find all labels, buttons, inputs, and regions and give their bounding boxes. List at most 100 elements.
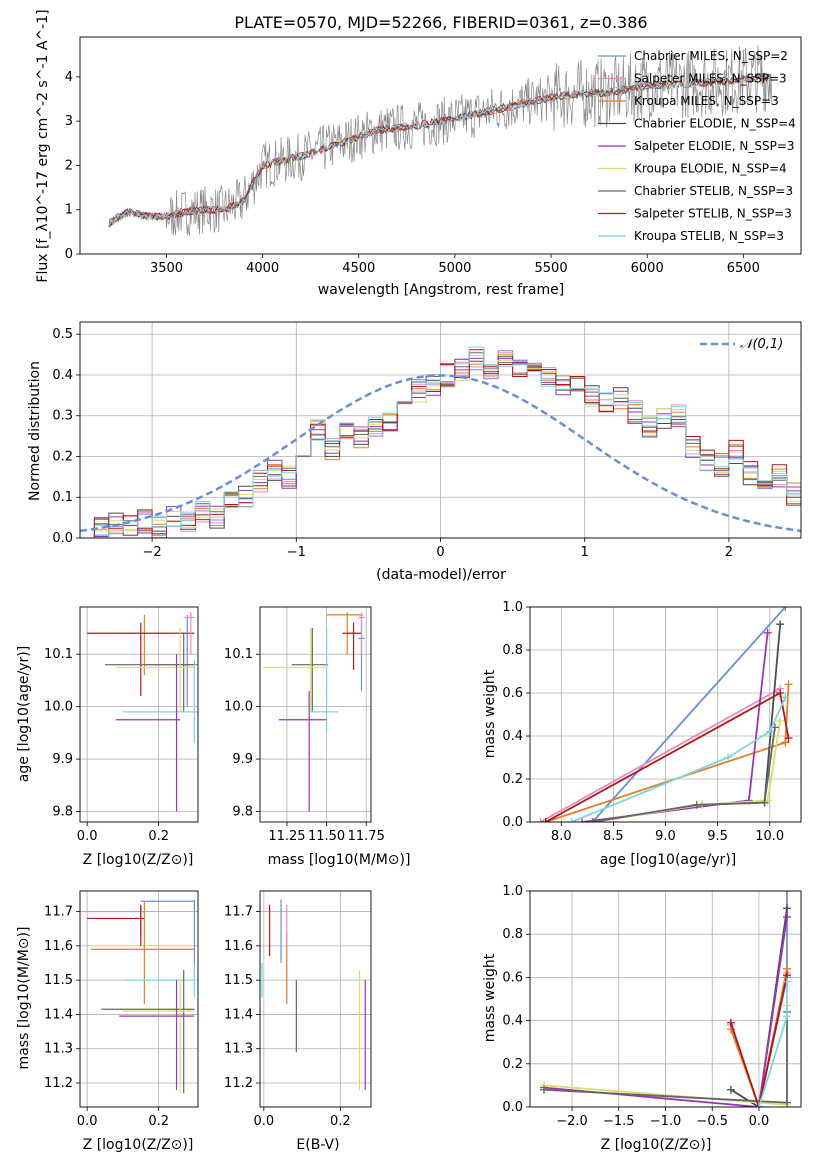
mw-z-ylabel: mass weight [482, 953, 498, 1042]
age-z-frame [79, 606, 199, 823]
mass-weight-vs-age-panel: 8.0 8.5 9.0 9.5 10.0 0.0 0.2 0.4 0.6 0.8 1.0 age [… [482, 600, 802, 868]
spectrum-xtick-label-1: 4000 [246, 261, 279, 276]
age-mass-xtick-label-2: 11.75 [348, 829, 385, 844]
mw-z-marker-6-1 [782, 1098, 791, 1107]
mass-z-xtick-label-1: 0.2 [148, 1114, 169, 1129]
age-z-ytick-label-3: 10.1 [44, 647, 73, 662]
spectrum-model-line-8 [108, 72, 772, 228]
mw-z-marker-8-0 [754, 1103, 763, 1107]
spectrum-xtick-label-3: 5000 [438, 261, 471, 276]
mw-z-xtick-label-4: 0.0 [749, 1114, 770, 1129]
spectrum-frame [79, 36, 802, 255]
mw-age-line-8 [571, 696, 787, 822]
histogram-ytick-label-3: 0.3 [52, 409, 73, 424]
mw-age-ytick-label-4: 0.8 [502, 643, 523, 658]
mw-age-marker-8-3 [781, 693, 790, 702]
mw-z-marker-3-0 [726, 1085, 735, 1094]
mw-age-marker-7-2 [784, 734, 793, 743]
spectrum-panel: PLATE=0570, MJD=52266, FIBERID=0361, z=0… [35, 9, 802, 298]
mw-z-xlabel: Z [log10(Z/Z⊙)] [601, 1137, 712, 1153]
histogram-ytick-label-0: 0.0 [52, 531, 73, 546]
histogram-ytick-label-1: 0.1 [52, 490, 73, 505]
normal-legend-label: 𝒩(0,1) [740, 337, 783, 352]
histogram-ytick-label-2: 0.2 [52, 449, 73, 464]
spectrum-model-line-7 [108, 72, 772, 228]
age-mass-ytick-label-2: 10.0 [224, 700, 253, 715]
mw-z-frame [529, 890, 802, 1108]
spectrum-plot-area: 3500 4000 4500 5000 5500 6000 6500 0 1 2 3 4 [65, 36, 802, 276]
residual-histogram-plot-area: −2 −1 0 1 2 0.0 0.1 0.2 0.3 0.4 0.5 [52, 321, 802, 560]
spectrum-legend: Chabrier MILES, N_SSP=2 Salpeter MILES, N… [598, 49, 796, 243]
mw-age-marker-6-2 [760, 798, 769, 807]
mass-ebv-ytick-label-1: 11.3 [224, 1042, 253, 1057]
mw-age-ytick-label-1: 0.2 [502, 772, 523, 787]
mass-vs-ebv-panel: 0.0 0.2 11.2 11.3 11.4 11.5 11.6 11.7 E(B-V) [224, 890, 372, 1153]
mw-age-marker-8-1 [724, 753, 733, 762]
histogram-xtick-label-2: 0 [436, 545, 444, 560]
mw-age-marker-4-2 [763, 628, 772, 637]
spectrum-ytick-label-0: 0 [65, 247, 73, 262]
age-z-xlabel: Z [log10(Z/Z⊙)] [83, 852, 194, 868]
age-vs-mass-panel: 11.25 11.50 11.75 9.8 9.9 10.0 10.1 mass [log1… [224, 606, 411, 868]
spectrum-legend-label-3: Chabrier ELODIE, N_SSP=4 [634, 117, 796, 131]
mw-z-ytick-label-4: 0.8 [502, 927, 523, 942]
age-mass-xtick-label-1: 11.50 [308, 829, 345, 844]
mass-ebv-xlabel: E(B-V) [296, 1137, 339, 1153]
mass-weight-vs-age-plot-area: 8.0 8.5 9.0 9.5 10.0 0.0 0.2 0.4 0.6 0.8 1.0 [502, 600, 802, 844]
spectrum-ylabel: Flux [f_λ10^-17 erg cm^-2 s^-1 A^-1] [35, 9, 51, 282]
age-z-ytick-label-1: 9.9 [52, 752, 73, 767]
mass-vs-ebv-plot-area: 0.0 0.2 11.2 11.3 11.4 11.5 11.6 11.7 [224, 890, 372, 1129]
spectrum-xtick-label-6: 6500 [727, 261, 760, 276]
mw-z-xtick-label-3: −0.5 [696, 1114, 728, 1129]
mw-age-marker-2-3 [781, 738, 790, 747]
mw-age-marker-8-0 [567, 818, 576, 822]
mw-z-marker-8-1 [782, 1012, 791, 1021]
mass-ebv-ytick-label-4: 11.6 [224, 939, 253, 954]
mw-age-xtick-label-1: 8.5 [603, 829, 624, 844]
mw-z-ytick-label-5: 1.0 [502, 884, 523, 899]
mw-z-ytick-label-2: 0.4 [502, 1014, 523, 1029]
mw-z-marker-3-2 [782, 904, 791, 913]
age-vs-metallicity-plot-area: 0.0 0.2 9.8 9.9 10.0 10.1 [44, 606, 199, 844]
spectrum-ytick-label-3: 3 [65, 114, 73, 129]
spectrum-title: PLATE=0570, MJD=52266, FIBERID=0361, z=0… [234, 13, 647, 32]
mass-z-xlabel: Z [log10(Z/Z⊙)] [83, 1137, 194, 1153]
mw-age-marker-7-0 [541, 818, 550, 822]
age-z-ylabel: age [log10(age/yr)] [16, 646, 32, 782]
histogram-xtick-label-1: −1 [287, 545, 306, 560]
histogram-ylabel: Normed distribution [27, 361, 43, 501]
mass-weight-vs-metallicity-plot-area: −2.0 −1.5 −1.0 −0.5 0.0 0.0 0.2 0.4 0.6 0.8 1.0 [502, 884, 802, 1129]
mass-ebv-ytick-label-0: 11.2 [224, 1076, 253, 1091]
mw-age-line-1 [539, 687, 781, 822]
age-mass-xtick-label-0: 11.25 [268, 829, 305, 844]
mw-z-xtick-label-2: −1.0 [650, 1114, 682, 1129]
spectrum-xlabel: wavelength [Angstrom, rest frame] [318, 282, 564, 298]
mw-age-ytick-label-2: 0.4 [502, 729, 523, 744]
spectrum-legend-label-6: Chabrier STELIB, N_SSP=3 [634, 184, 793, 198]
mw-age-marker-5-3 [776, 716, 785, 725]
histogram-xtick-label-0: −2 [143, 545, 162, 560]
mass-z-ytick-label-3: 11.5 [44, 973, 73, 988]
histogram-ytick-label-5: 0.5 [52, 327, 73, 342]
spectrum-ytick-label-2: 2 [65, 158, 73, 173]
spectrum-xtick-label-5: 6000 [631, 261, 664, 276]
age-mass-xlabel: mass [log10(M/M⊙)] [268, 852, 411, 868]
mass-vs-metallicity-plot-area: 0.0 0.2 11.2 11.3 11.4 11.5 11.6 11.7 [44, 890, 199, 1129]
mass-ebv-ytick-label-5: 11.7 [224, 905, 253, 920]
mass-weight-vs-metallicity-panel: −2.0 −1.5 −1.0 −0.5 0.0 0.0 0.2 0.4 0.6 0.8 1.0 Z … [482, 884, 802, 1153]
mass-z-ytick-label-5: 11.7 [44, 905, 73, 920]
spectrum-xtick-label-0: 3500 [150, 261, 183, 276]
residual-histogram-panel: −2 −1 0 1 2 0.0 0.1 0.2 0.3 0.4 0.5 (data-model)/e… [27, 321, 802, 583]
mass-ebv-frame [259, 890, 372, 1108]
mass-ebv-xtick-label-1: 0.2 [330, 1114, 351, 1129]
mass-z-ytick-label-2: 11.4 [44, 1007, 73, 1022]
mw-age-marker-6-1 [692, 800, 701, 809]
mass-ebv-xtick-label-0: 0.0 [253, 1114, 274, 1129]
mw-z-marker-7-0 [726, 1018, 735, 1027]
mw-z-ytick-label-3: 0.6 [502, 970, 523, 985]
mass-z-ylabel: mass [log10(M/M⊙)] [16, 927, 32, 1070]
mw-z-marker-8-2 [782, 977, 791, 986]
mw-z-marker-0-2 [782, 891, 791, 895]
mw-age-line-0 [591, 607, 787, 822]
normal-curve [80, 374, 801, 533]
